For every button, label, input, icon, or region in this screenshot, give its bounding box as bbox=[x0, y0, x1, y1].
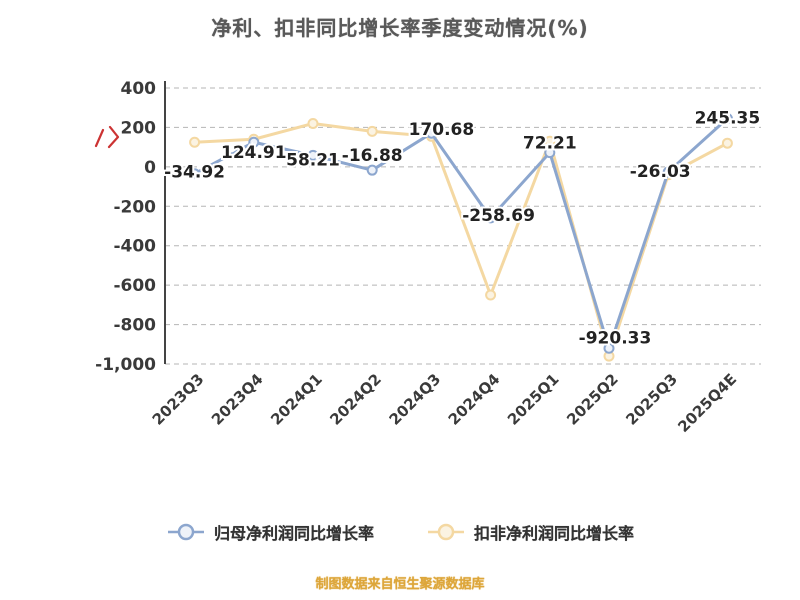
y-tick-label: 400 bbox=[121, 79, 157, 99]
data-label: -258.69 bbox=[462, 206, 535, 226]
data-point bbox=[485, 212, 497, 224]
legend-item-net-profit[interactable]: 归母净利润同比增长率 bbox=[166, 520, 374, 544]
data-point bbox=[425, 127, 437, 139]
data-point bbox=[307, 117, 319, 129]
x-tick-label: 2025Q4E bbox=[674, 370, 740, 436]
data-point bbox=[485, 289, 497, 301]
data-point bbox=[662, 166, 674, 178]
data-label: 170.68 bbox=[409, 120, 475, 140]
data-point bbox=[307, 149, 319, 161]
data-source-note: 制图数据来自恒生聚源数据库 bbox=[315, 577, 485, 592]
legend-label-non-recurring: 扣非净利润同比增长率 bbox=[474, 524, 635, 543]
data-point bbox=[189, 136, 201, 148]
data-point bbox=[366, 164, 378, 176]
series-line-1 bbox=[193, 121, 729, 358]
data-point bbox=[248, 136, 260, 148]
data-label: -16.88 bbox=[342, 146, 403, 166]
x-tick-label: 2025Q2 bbox=[563, 370, 622, 429]
y-tick-label: -600 bbox=[113, 276, 156, 296]
data-label: 124.91 bbox=[221, 143, 287, 163]
x-tick-label: 2024Q2 bbox=[326, 370, 385, 429]
data-label: -26.03 bbox=[630, 162, 691, 182]
data-label: 58.21 bbox=[286, 150, 340, 170]
x-tick-label: 2025Q1 bbox=[504, 370, 563, 429]
data-label: 245.35 bbox=[695, 108, 761, 128]
x-tick-label: 2025Q3 bbox=[622, 370, 681, 429]
page-title: 净利、扣非同比增长率季度变动情况(%) bbox=[211, 16, 589, 40]
legend-item-non-recurring[interactable]: 扣非净利润同比增长率 bbox=[426, 520, 634, 544]
chart-legend: 归母净利润同比增长率 扣非净利润同比增长率 bbox=[0, 520, 800, 544]
data-label: -34.92 bbox=[164, 163, 225, 183]
data-point bbox=[544, 147, 556, 159]
legend-label-net-profit: 归母净利润同比增长率 bbox=[213, 524, 374, 543]
data-label: -920.33 bbox=[579, 328, 652, 348]
series-line-0 bbox=[193, 116, 729, 350]
y-tick-label: 200 bbox=[121, 118, 157, 138]
red-watermark bbox=[94, 125, 120, 149]
line-marker-icon bbox=[428, 523, 464, 541]
x-tick-label: 2024Q3 bbox=[386, 370, 445, 429]
data-point bbox=[366, 125, 378, 137]
x-tick-label: 2024Q4 bbox=[445, 370, 504, 429]
data-point bbox=[544, 135, 556, 147]
data-point bbox=[721, 137, 733, 149]
x-tick-label: 2023Q4 bbox=[208, 370, 267, 429]
y-tick-label: -400 bbox=[113, 237, 156, 257]
x-tick-label: 2023Q3 bbox=[149, 370, 208, 429]
y-tick-label: -1,000 bbox=[95, 355, 156, 375]
data-point bbox=[603, 342, 615, 354]
y-tick-label: 0 bbox=[144, 158, 156, 178]
data-point bbox=[721, 112, 733, 124]
data-point bbox=[189, 168, 201, 180]
y-tick-label: -800 bbox=[113, 316, 156, 336]
x-tick-label: 2024Q1 bbox=[267, 370, 326, 429]
y-tick-label: -200 bbox=[113, 197, 156, 217]
data-label: 72.21 bbox=[523, 134, 577, 154]
line-marker-icon bbox=[167, 523, 204, 541]
